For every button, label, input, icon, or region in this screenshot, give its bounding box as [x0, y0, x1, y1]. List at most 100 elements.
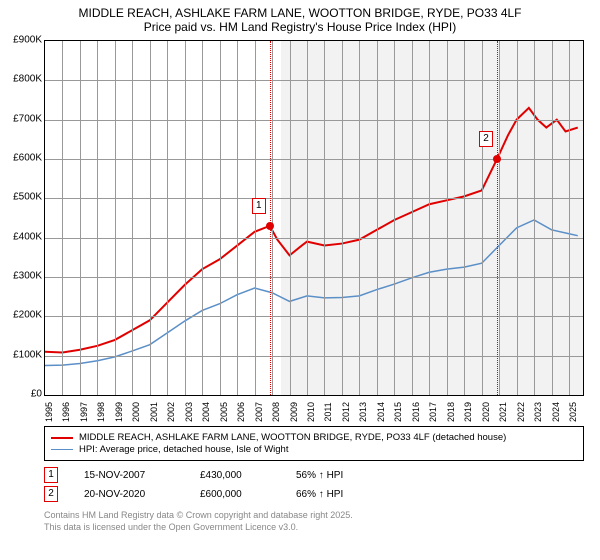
- y-tick-label: £400K: [13, 231, 42, 242]
- footer: Contains HM Land Registry data © Crown c…: [44, 510, 584, 533]
- y-tick-label: £100K: [13, 349, 42, 360]
- gridline-v: [167, 41, 168, 395]
- title-subtitle: Price paid vs. HM Land Registry's House …: [8, 20, 592, 34]
- gridline-v: [324, 41, 325, 395]
- gridline-v: [377, 41, 378, 395]
- sale-price: £430,000: [200, 470, 270, 481]
- y-tick-label: £200K: [13, 310, 42, 321]
- title-address: MIDDLE REACH, ASHLAKE FARM LANE, WOOTTON…: [8, 6, 592, 20]
- x-tick-label: 2018: [446, 402, 456, 422]
- gridline-v: [80, 41, 81, 395]
- legend-row: HPI: Average price, detached house, Isle…: [51, 444, 577, 455]
- gridline-v: [272, 41, 273, 395]
- sale-marker-line: [497, 41, 498, 395]
- plot-area: 12: [44, 40, 584, 396]
- gridline-v: [482, 41, 483, 395]
- gridline-v: [552, 41, 553, 395]
- legend-box: MIDDLE REACH, ASHLAKE FARM LANE, WOOTTON…: [44, 426, 584, 461]
- y-tick-label: £700K: [13, 113, 42, 124]
- gridline-h: [45, 277, 583, 278]
- y-tick-label: £800K: [13, 74, 42, 85]
- y-tick-label: £0: [31, 389, 42, 400]
- gridline-v: [359, 41, 360, 395]
- gridline-v: [97, 41, 98, 395]
- sale-pct: 66% ↑ HPI: [296, 489, 343, 500]
- gridline-h: [45, 238, 583, 239]
- gridline-v: [202, 41, 203, 395]
- x-tick-label: 1999: [114, 402, 124, 422]
- footer-line1: Contains HM Land Registry data © Crown c…: [44, 510, 584, 522]
- footer-line2: This data is licensed under the Open Gov…: [44, 522, 584, 534]
- x-tick-label: 1995: [44, 402, 54, 422]
- sale-date: 15-NOV-2007: [84, 470, 174, 481]
- gridline-v: [255, 41, 256, 395]
- x-tick-label: 2001: [149, 402, 159, 422]
- gridline-h: [45, 120, 583, 121]
- data-lines-svg: [45, 41, 583, 395]
- gridline-v: [185, 41, 186, 395]
- x-tick-label: 1997: [79, 402, 89, 422]
- gridline-v: [569, 41, 570, 395]
- legend-swatch: [51, 449, 73, 450]
- x-tick-label: 2009: [289, 402, 299, 422]
- y-tick-label: £600K: [13, 153, 42, 164]
- gridline-v: [394, 41, 395, 395]
- chart-area: £0£100K£200K£300K£400K£500K£600K£700K£80…: [2, 40, 584, 420]
- x-tick-label: 2005: [219, 402, 229, 422]
- x-tick-label: 2000: [131, 402, 141, 422]
- x-tick-label: 2025: [568, 402, 578, 422]
- gridline-v: [220, 41, 221, 395]
- gridline-h: [45, 316, 583, 317]
- x-tick-label: 2011: [323, 402, 333, 421]
- sale-date: 20-NOV-2020: [84, 489, 174, 500]
- sale-row: 2 20-NOV-2020 £600,000 66% ↑ HPI: [44, 486, 584, 502]
- sale-pct: 56% ↑ HPI: [296, 470, 343, 481]
- sale-number-box: 1: [44, 467, 58, 483]
- x-tick-label: 1998: [96, 402, 106, 422]
- sale-marker-box: 1: [252, 198, 266, 214]
- gridline-v: [464, 41, 465, 395]
- sale-price: £600,000: [200, 489, 270, 500]
- x-tick-label: 2016: [411, 402, 421, 422]
- x-tick-label: 2021: [498, 402, 508, 422]
- x-tick-label: 2007: [254, 402, 264, 422]
- x-tick-label: 2017: [428, 402, 438, 422]
- x-tick-label: 2003: [184, 402, 194, 422]
- x-axis: 1995199619971998199920002001200220032004…: [44, 396, 584, 420]
- sales-list: 1 15-NOV-2007 £430,000 56% ↑ HPI 2 20-NOV-202…: [44, 467, 584, 502]
- x-tick-label: 2004: [201, 402, 211, 422]
- gridline-v: [290, 41, 291, 395]
- x-tick-label: 2008: [271, 402, 281, 422]
- x-tick-label: 2024: [551, 402, 561, 422]
- gridline-v: [132, 41, 133, 395]
- sale-number-box: 2: [44, 486, 58, 502]
- legend-swatch: [51, 437, 73, 439]
- x-tick-label: 2002: [166, 402, 176, 422]
- sale-marker-dot: [266, 222, 274, 230]
- x-tick-label: 2013: [358, 402, 368, 422]
- gridline-v: [534, 41, 535, 395]
- gridline-h: [45, 356, 583, 357]
- legend: MIDDLE REACH, ASHLAKE FARM LANE, WOOTTON…: [44, 426, 584, 461]
- sale-marker-dot: [493, 155, 501, 163]
- x-tick-label: 2006: [236, 402, 246, 422]
- x-tick-label: 2014: [376, 402, 386, 422]
- y-tick-label: £900K: [13, 35, 42, 46]
- gridline-v: [342, 41, 343, 395]
- gridline-h: [45, 80, 583, 81]
- x-tick-label: 2019: [463, 402, 473, 422]
- x-tick-label: 2015: [393, 402, 403, 422]
- legend-row: MIDDLE REACH, ASHLAKE FARM LANE, WOOTTON…: [51, 432, 577, 443]
- x-tick-label: 2023: [533, 402, 543, 422]
- sale-marker-box: 2: [479, 131, 493, 147]
- title-block: MIDDLE REACH, ASHLAKE FARM LANE, WOOTTON…: [0, 0, 600, 36]
- gridline-v: [307, 41, 308, 395]
- gridline-h: [45, 198, 583, 199]
- sale-row: 1 15-NOV-2007 £430,000 56% ↑ HPI: [44, 467, 584, 483]
- chart-container: MIDDLE REACH, ASHLAKE FARM LANE, WOOTTON…: [0, 0, 600, 560]
- gridline-v: [115, 41, 116, 395]
- gridline-v: [237, 41, 238, 395]
- gridline-v: [499, 41, 500, 395]
- gridline-v: [517, 41, 518, 395]
- gridline-h: [45, 159, 583, 160]
